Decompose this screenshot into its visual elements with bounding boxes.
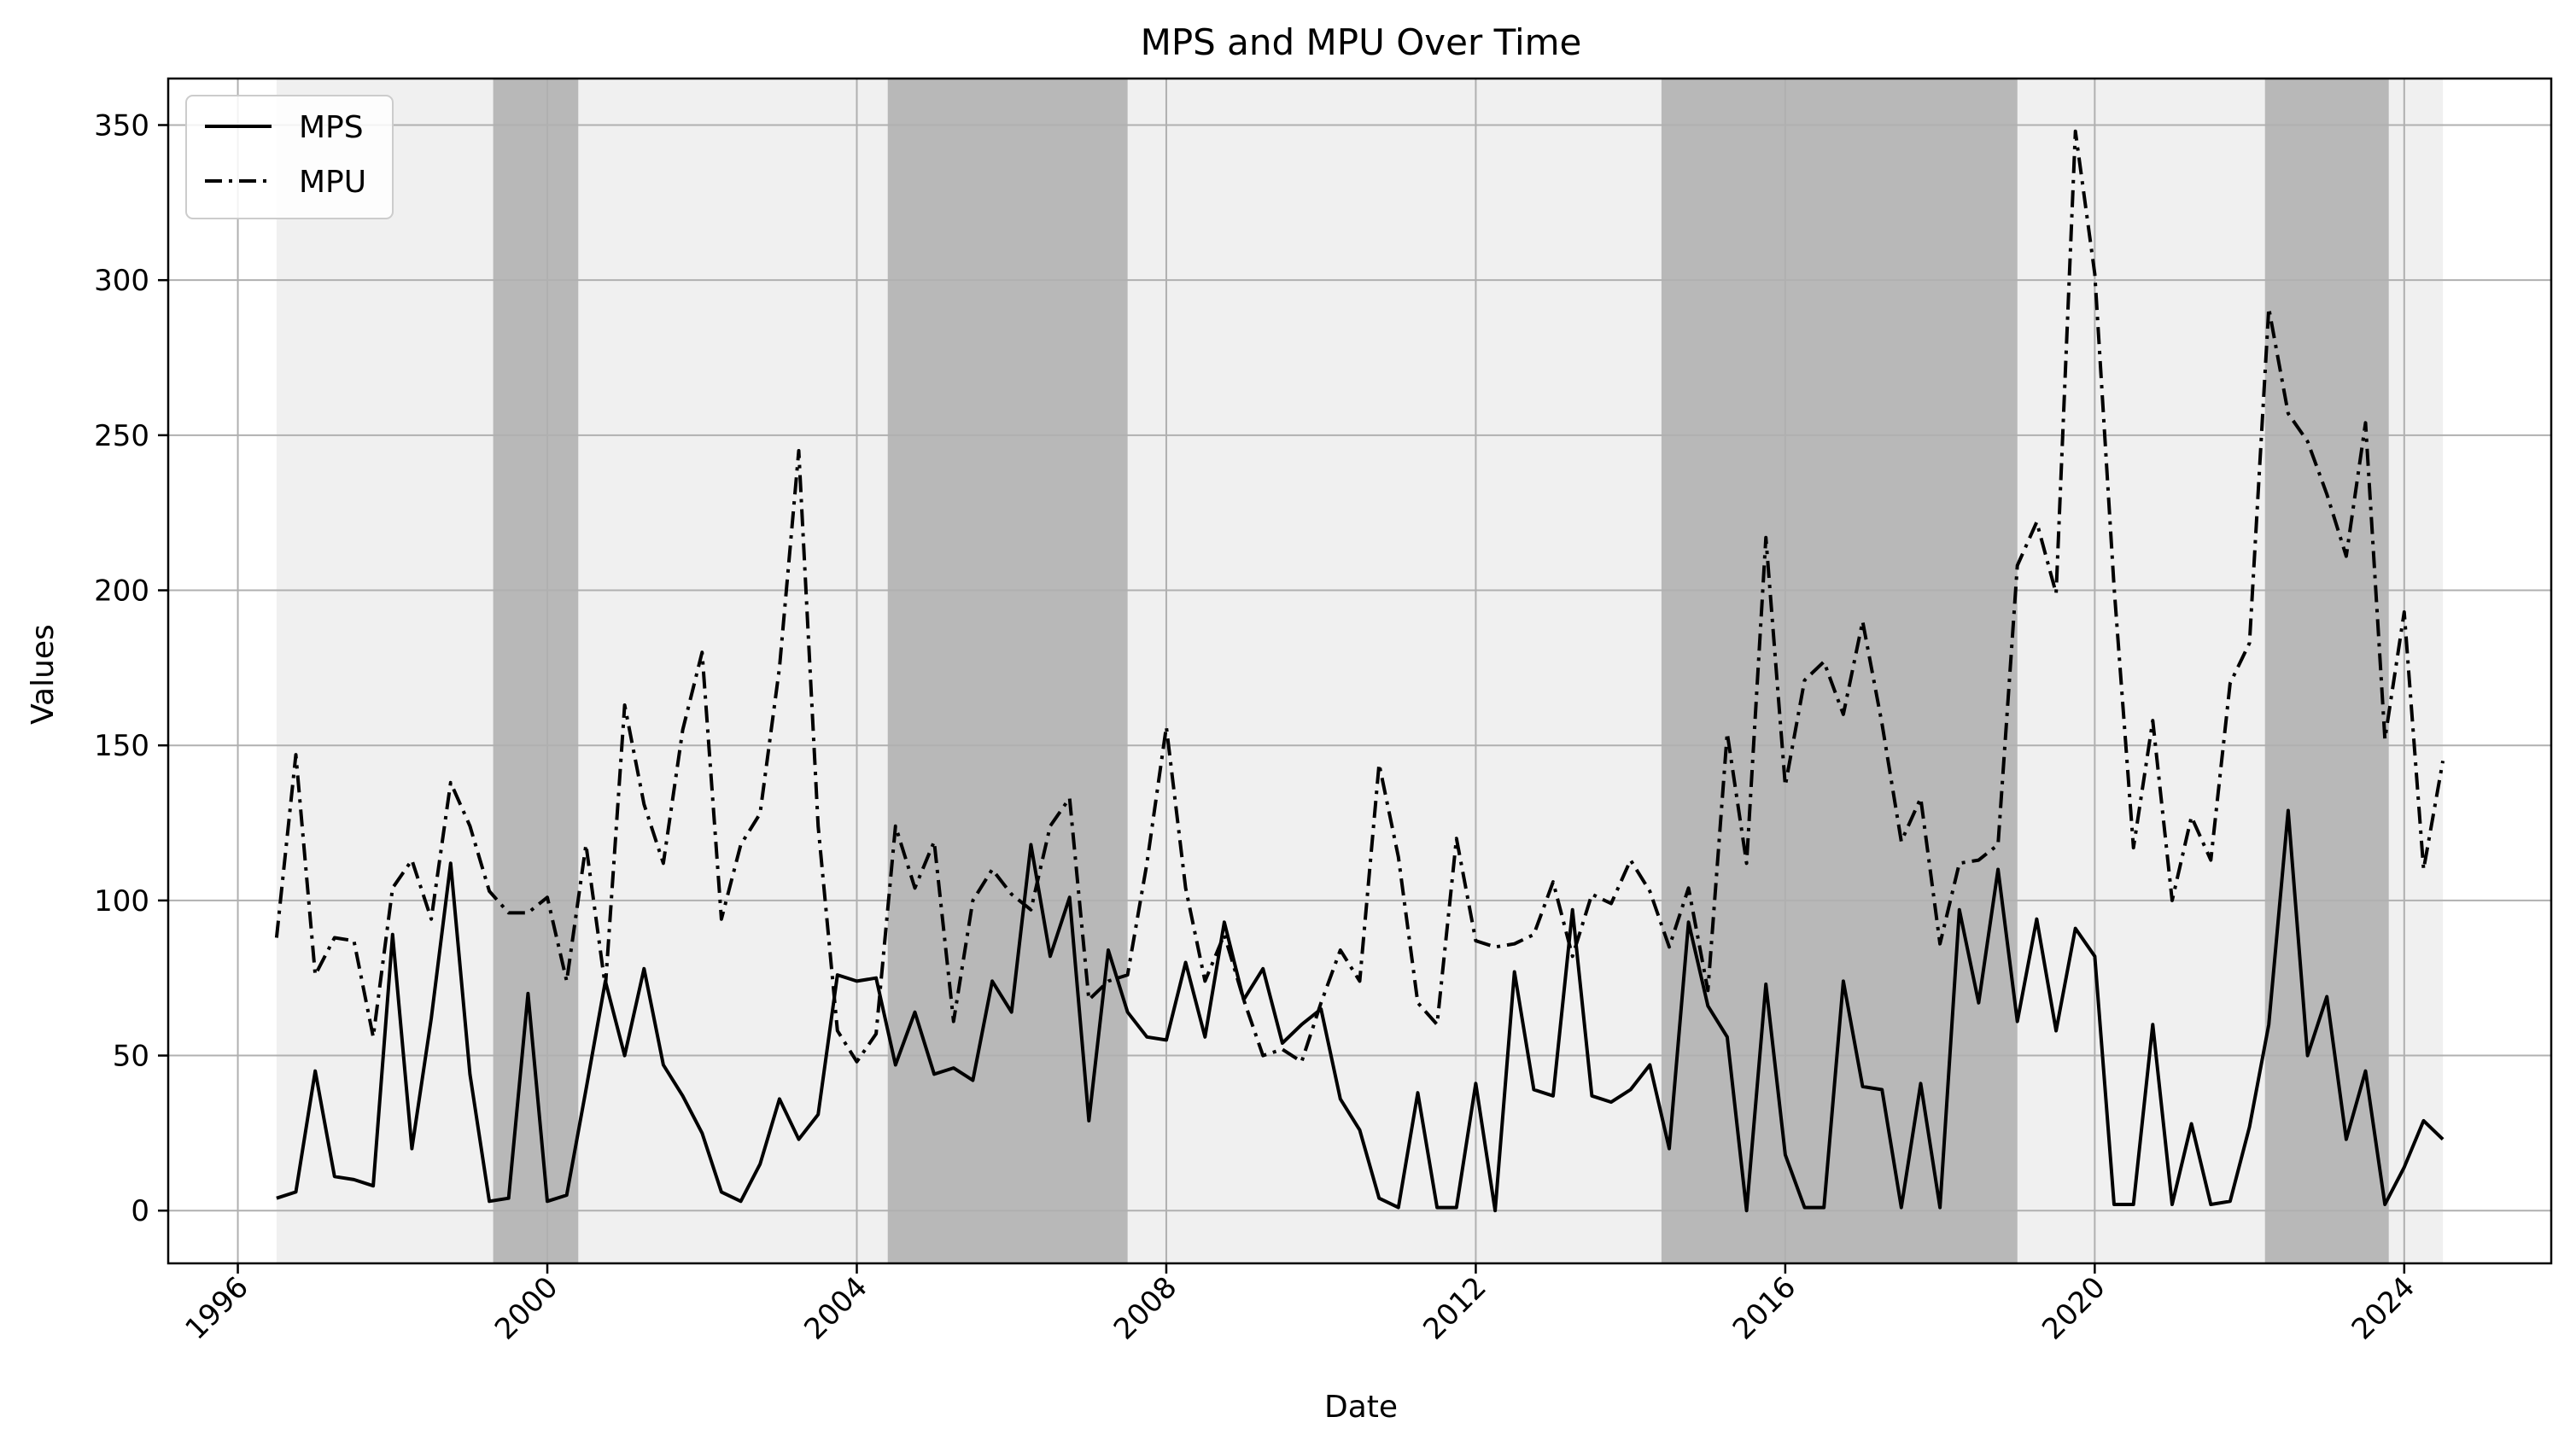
- x-axis-label: Date: [1324, 1390, 1398, 1425]
- series-line-mpu: [274, 129, 2445, 1064]
- y-tick-label: 250: [94, 419, 149, 453]
- y-tick-label: 300: [94, 264, 149, 298]
- legend: MPS MPU: [185, 95, 394, 219]
- chart-title: MPS and MPU Over Time: [1141, 21, 1582, 63]
- series-line-mps: [276, 808, 2445, 1213]
- grid-layer: [168, 79, 2551, 1263]
- series-layer: [274, 129, 2445, 1213]
- bands-layer: [276, 79, 2444, 1263]
- y-axis-label: Values: [26, 624, 61, 725]
- legend-label-mps: MPS: [299, 110, 364, 145]
- shaded-region: [2264, 79, 2389, 1263]
- shaded-region: [1661, 79, 2018, 1263]
- legend-label-mpu: MPU: [299, 165, 366, 200]
- background-band: [276, 79, 2444, 1263]
- y-tick-label: 0: [131, 1194, 149, 1228]
- y-tick-label: 100: [94, 884, 149, 918]
- y-tick-label: 150: [94, 729, 149, 763]
- y-tick-label: 350: [94, 109, 149, 143]
- y-tick-label: 200: [94, 574, 149, 609]
- shaded-region: [887, 79, 1128, 1263]
- y-tick-label: 50: [113, 1040, 149, 1074]
- plot-frame: [166, 77, 2553, 1265]
